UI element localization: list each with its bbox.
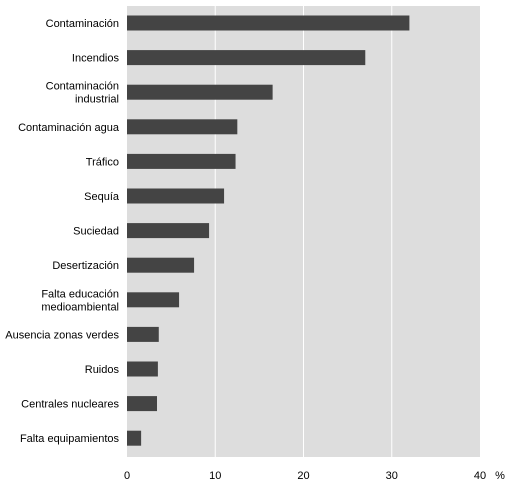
bar [127,119,238,135]
category-label: Contaminación [46,18,119,30]
bar [127,50,366,66]
category-label: Incendios [72,53,120,65]
category-label-line: Falta equipamientos [20,433,120,445]
category-label-line: Sequía [84,191,120,203]
category-label: Suciedad [73,226,119,238]
bar [127,15,410,31]
x-tick-label: 30 [386,470,398,482]
category-label-line: Tráfico [86,156,119,168]
bar [127,326,159,342]
category-label-line: industrial [75,94,119,106]
category-label-line: Contaminación [46,81,119,93]
bar [127,84,273,100]
category-label-line: Incendios [72,53,120,65]
x-tick-label: 20 [297,470,309,482]
category-label-line: Falta educación [41,288,119,300]
category-label-line: Contaminación agua [18,122,120,134]
bar [127,292,180,308]
x-unit-label: % [495,470,505,482]
category-label-line: Ausencia zonas verdes [5,329,119,341]
category-label: Ruidos [85,364,120,376]
category-label-line: medioambiental [41,301,119,313]
bar [127,223,210,239]
category-label-line: Ruidos [85,364,120,376]
x-tick-label: 40 [474,470,486,482]
bar [127,430,142,446]
x-tick-label: 10 [209,470,221,482]
category-label-line: Contaminación [46,18,119,30]
grid-lines [214,6,393,457]
category-label: Centrales nucleares [21,399,119,411]
category-label: Desertización [52,260,119,272]
bar [127,396,158,412]
category-label: Ausencia zonas verdes [5,329,119,341]
category-label: Contaminación industrial [46,81,119,106]
category-label-line: Suciedad [73,226,119,238]
category-label: Contaminación agua [18,122,120,134]
category-label: Tráfico [86,156,119,168]
bar [127,257,195,273]
category-label-line: Desertización [52,260,119,272]
category-label: Sequía [84,191,120,203]
x-tick-label: 0 [124,470,130,482]
bar [127,188,225,204]
bar [127,361,158,377]
category-label: Falta educación medioambiental [41,288,119,313]
bar [127,153,236,169]
category-label-line: Centrales nucleares [21,399,119,411]
x-tick-labels: 0 10 20 30 40 [124,470,486,482]
bars [127,15,410,446]
category-label: Falta equipamientos [20,433,120,445]
